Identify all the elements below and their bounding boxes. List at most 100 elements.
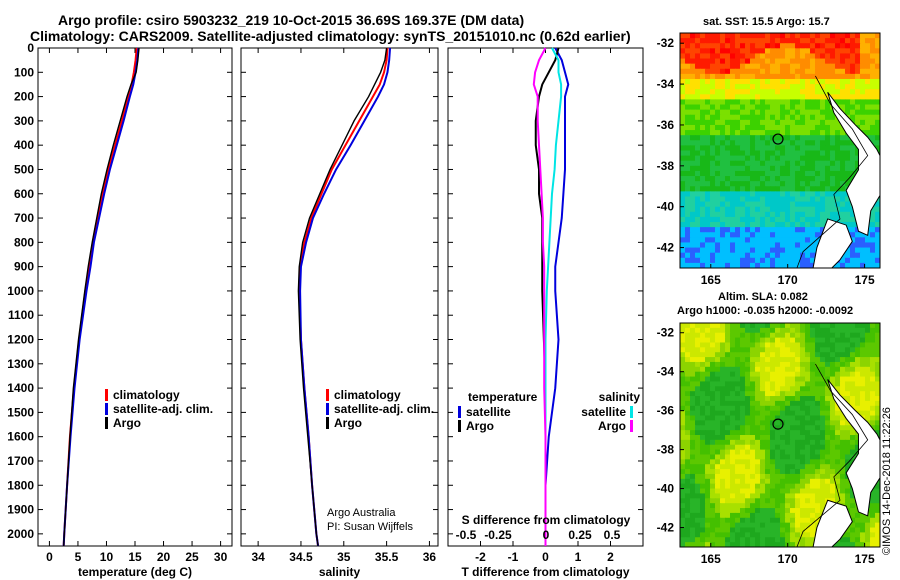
sst-map-cell bbox=[835, 160, 841, 167]
sst-map-cell bbox=[695, 211, 701, 218]
sst-map-cell bbox=[785, 222, 791, 228]
sla-map-cell bbox=[820, 386, 826, 392]
sla-map-cell bbox=[720, 469, 726, 475]
sla-map-cell bbox=[710, 327, 716, 334]
sst-map-cell bbox=[760, 84, 766, 90]
x2-label: S difference from climatology bbox=[462, 513, 631, 527]
sst-map-cell bbox=[765, 206, 771, 213]
sst-map-cell bbox=[680, 145, 686, 152]
sst-map-cell bbox=[740, 145, 746, 152]
sst-map-cell bbox=[805, 155, 811, 162]
sst-map-cell bbox=[685, 58, 691, 65]
sla-map-cell bbox=[780, 435, 786, 441]
sla-map-cell bbox=[700, 396, 706, 402]
sla-map-cell bbox=[700, 357, 706, 363]
sst-map-cell bbox=[745, 247, 751, 254]
sla-map-cell bbox=[685, 391, 691, 397]
sst-map-cell bbox=[775, 43, 781, 49]
sst-map-cell bbox=[740, 262, 746, 268]
sst-map-cell bbox=[690, 43, 696, 49]
sla-map-cell bbox=[725, 425, 731, 431]
sla-map-cell bbox=[785, 396, 791, 402]
sla-map-cell bbox=[690, 439, 696, 446]
sst-map-cell bbox=[845, 104, 851, 111]
sst-map-cell bbox=[730, 43, 736, 49]
sla-map-cell bbox=[705, 400, 711, 407]
sst-map-cell bbox=[865, 247, 871, 254]
sla-map-cell bbox=[760, 430, 766, 436]
sla-map-cell bbox=[735, 439, 741, 446]
sla-map-cell bbox=[780, 410, 786, 417]
sla-map-cell bbox=[740, 459, 746, 465]
sst-map-cell bbox=[725, 262, 731, 268]
sla-map-cell bbox=[815, 498, 821, 504]
sst-map-cell bbox=[725, 211, 731, 218]
sst-map-cell bbox=[860, 53, 866, 60]
sst-map-cell bbox=[770, 186, 776, 192]
sst-map-cell bbox=[830, 53, 836, 60]
sst-map-cell bbox=[685, 176, 691, 182]
sst-map-cell bbox=[725, 130, 731, 136]
sst-map-cell bbox=[785, 119, 791, 126]
sla-map-cell bbox=[765, 508, 771, 514]
sst-map-cell bbox=[745, 119, 751, 126]
sla-map-cell bbox=[765, 478, 771, 485]
sst-map-cell bbox=[835, 140, 841, 146]
sst-map-cell bbox=[745, 38, 751, 44]
sst-map-cell bbox=[745, 222, 751, 228]
sla-map-cell bbox=[750, 527, 756, 533]
sla-map-cell bbox=[680, 405, 686, 412]
sst-map-cell bbox=[805, 227, 811, 233]
sla-map-cell bbox=[760, 454, 766, 460]
sst-map-cell bbox=[695, 89, 701, 95]
sla-map-cell bbox=[865, 361, 871, 368]
sla-map-cell bbox=[780, 386, 786, 392]
sst-map-cell bbox=[855, 247, 861, 254]
sst-map-cell bbox=[700, 135, 706, 141]
sst-map-cell bbox=[690, 150, 696, 157]
sla-map-cell bbox=[730, 371, 736, 378]
sst-map-cell bbox=[730, 262, 736, 268]
sst-map-cell bbox=[780, 78, 786, 85]
sla-map-y-tick-label: -34 bbox=[657, 365, 675, 379]
sst-map-cell bbox=[755, 140, 761, 146]
sst-map-cell bbox=[755, 206, 761, 213]
sla-map-cell bbox=[695, 517, 701, 524]
sst-map-cell bbox=[785, 109, 791, 116]
sst-map-cell bbox=[850, 252, 856, 259]
sst-map-cell bbox=[705, 191, 711, 198]
sst-map-cell bbox=[765, 68, 771, 75]
sla-map-cell bbox=[760, 503, 766, 509]
sla-map-cell bbox=[805, 483, 811, 490]
sla-map-south-island bbox=[812, 499, 853, 547]
sst-map-cell bbox=[840, 73, 846, 80]
sla-map-y-tick-label: -36 bbox=[657, 404, 675, 418]
sst-map-cell bbox=[800, 170, 806, 177]
sla-map-cell bbox=[875, 532, 880, 538]
sst-map-cell bbox=[720, 78, 726, 85]
sst-map-cell bbox=[720, 206, 726, 213]
sla-map-cell bbox=[765, 459, 771, 465]
sst-map-cell bbox=[780, 68, 786, 75]
sst-map-cell bbox=[810, 48, 816, 55]
sla-map-cell bbox=[795, 473, 801, 480]
sst-map-cell bbox=[690, 89, 696, 95]
sla-map-cell bbox=[760, 410, 766, 417]
sst-map-cell bbox=[845, 109, 851, 116]
sla-map-cell bbox=[695, 337, 701, 344]
sla-map-cell bbox=[765, 400, 771, 407]
sst-map-cell bbox=[815, 196, 821, 203]
sst-map-cell bbox=[815, 114, 821, 121]
sla-map-cell bbox=[760, 488, 766, 495]
salinity-legend-label: climatology bbox=[334, 388, 401, 402]
sla-map-cell bbox=[795, 425, 801, 431]
sst-map-cell bbox=[740, 176, 746, 182]
sla-map-cell bbox=[875, 361, 880, 368]
sst-map-cell bbox=[710, 73, 716, 80]
sst-map-cell bbox=[705, 211, 711, 218]
sla-map-cell bbox=[750, 415, 756, 421]
sla-map-cell bbox=[730, 366, 736, 373]
sst-map-cell bbox=[680, 124, 686, 131]
sst-map-cell bbox=[845, 94, 851, 101]
sst-map-cell bbox=[795, 104, 801, 111]
